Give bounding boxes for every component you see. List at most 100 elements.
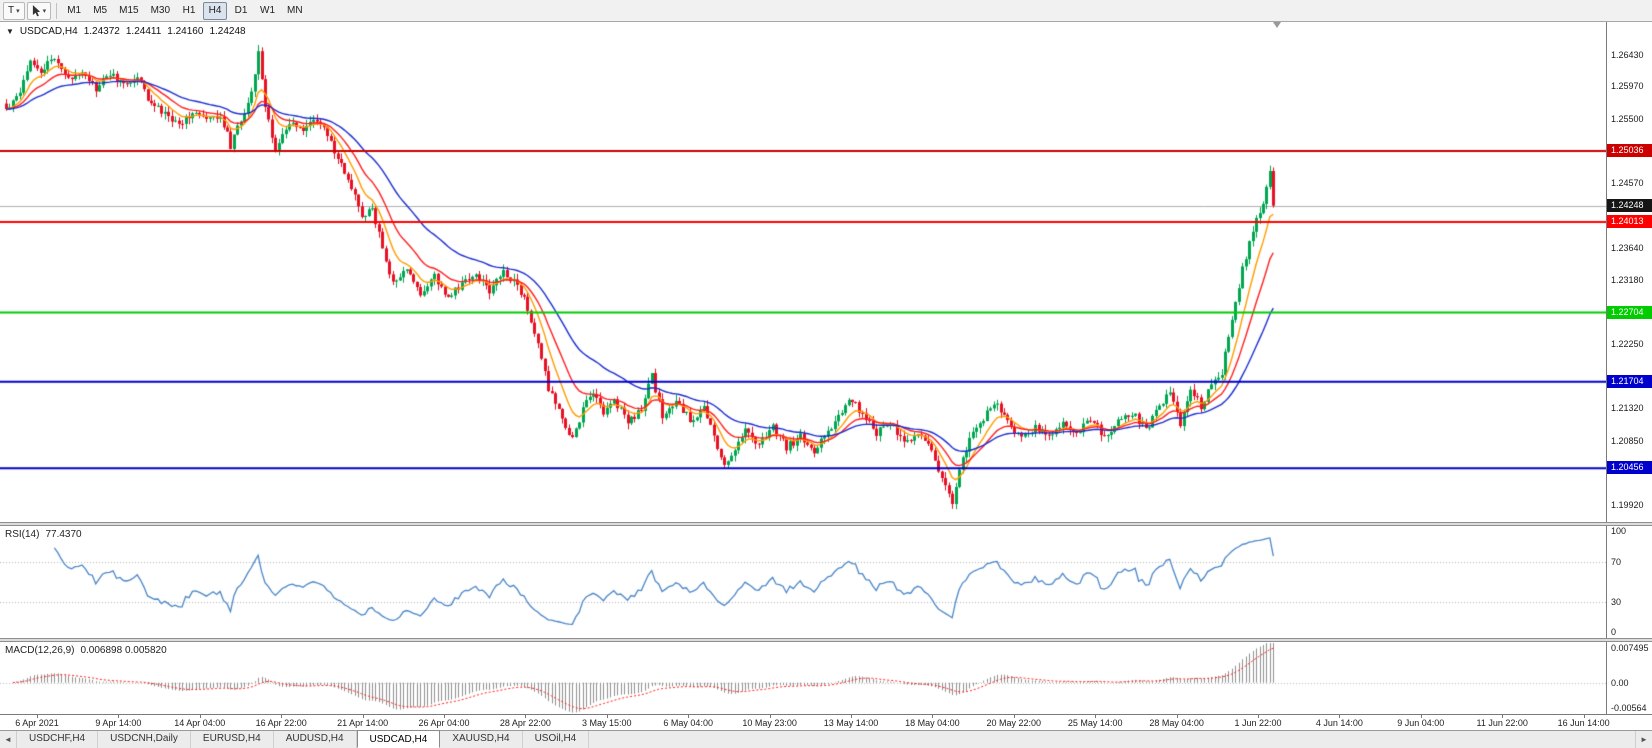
time-label: 16 Jun 14:00 [1557, 718, 1610, 728]
time-label: 20 May 22:00 [986, 718, 1042, 728]
macd-axis: 0.007495 0.00 -0.00564 [1606, 642, 1652, 714]
time-tick-mark [1176, 715, 1178, 718]
candlestick-chart-canvas[interactable] [0, 22, 1606, 522]
time-label: 16 Apr 22:00 [255, 718, 307, 728]
time-tick-mark [769, 715, 771, 718]
price-tick: 1.24570 [1611, 178, 1644, 189]
rsi-value: 77.4370 [45, 529, 82, 540]
one-click-trading-toggle[interactable]: ▼ [6, 27, 14, 36]
price-tick: 1.22250 [1611, 339, 1644, 350]
time-tick-mark [688, 715, 690, 718]
time-label: 11 Jun 22:00 [1476, 718, 1528, 728]
price-tick: 1.25500 [1611, 113, 1644, 124]
time-tick-mark [281, 715, 283, 718]
high-value: 1.24411 [125, 26, 162, 37]
cursor-tool-button[interactable]: ▾ [26, 1, 52, 20]
close-value: 1.24248 [209, 26, 246, 37]
tabs-scroll-right-button[interactable]: ► [1635, 731, 1652, 748]
time-tick-mark [525, 715, 527, 718]
time-tick-mark [1502, 715, 1504, 718]
time-tick-mark [1095, 715, 1097, 718]
price-tick: 1.23640 [1611, 242, 1644, 253]
toolbar-separator [56, 2, 58, 19]
macd-panel[interactable]: MACD(12,26,9) 0.006898 0.005820 0.007495… [0, 642, 1652, 714]
macd-canvas [0, 642, 1606, 714]
time-label: 6 Apr 2021 [15, 718, 59, 728]
timeframe-button-w1[interactable]: W1 [260, 5, 276, 16]
chart-tab-usoil-h4[interactable]: USOil,H4 [523, 731, 590, 748]
rsi-title: RSI(14) [5, 529, 40, 540]
price-tick: 1.25970 [1611, 81, 1644, 92]
time-label: 26 Apr 04:00 [418, 718, 470, 728]
time-label: 25 May 14:00 [1067, 718, 1123, 728]
price-tick: 1.19920 [1611, 500, 1644, 511]
chevron-down-icon: ▾ [42, 7, 47, 15]
time-label: 21 Apr 14:00 [337, 718, 389, 728]
chart-window: ▼ USDCAD,H4 1.24372 1.24411 1.24160 1.24… [0, 22, 1652, 730]
chart-tab-usdcad-h4[interactable]: USDCAD,H4 [356, 730, 441, 748]
time-axis[interactable]: 6 Apr 2021 9 Apr 14:00 14 Apr 04:00 16 Apr … [0, 714, 1652, 730]
timeframe-button-m30[interactable]: M30 [150, 5, 171, 16]
macd-tick: -0.00564 [1611, 703, 1647, 713]
timeframe-button-h4[interactable]: H4 [203, 1, 228, 20]
text-tool-icon: T [8, 5, 15, 16]
time-label: 18 May 04:00 [905, 718, 960, 728]
time-tick-mark [851, 715, 852, 718]
timeframe-button-h1[interactable]: H1 [182, 5, 196, 16]
time-label: 9 Apr 14:00 [95, 718, 142, 728]
time-tick-mark [1013, 715, 1015, 718]
price-level-badge: 1.20456 [1607, 461, 1652, 475]
timeframe-button-mn[interactable]: MN [287, 5, 303, 16]
price-tick: 1.20850 [1611, 435, 1644, 446]
time-label: 3 May 15:00 [582, 718, 632, 728]
time-tick-mark [1583, 715, 1585, 718]
price-axis[interactable]: 1.26430 1.25970 1.25500 1.24570 1.23640 1.231… [1606, 22, 1652, 522]
timeframe-button-d1[interactable]: D1 [234, 5, 248, 16]
time-tick-mark [932, 715, 934, 718]
price-level-badge: 1.25036 [1607, 144, 1652, 158]
price-tick: 1.21320 [1611, 403, 1644, 414]
chart-tab-usdchf-h4[interactable]: USDCHF,H4 [17, 731, 99, 748]
rsi-tick: 30 [1611, 597, 1622, 608]
time-label: 9 Jun 04:00 [1397, 718, 1445, 728]
macd-title: MACD(12,26,9) [5, 645, 75, 656]
time-tick-mark [118, 715, 120, 718]
price-level-badge: 1.21704 [1607, 374, 1652, 388]
time-tick-mark [37, 715, 38, 718]
bid-price-badge: 1.24248 [1607, 198, 1652, 212]
panel-separator[interactable] [0, 522, 1652, 526]
time-label: 10 May 23:00 [742, 718, 797, 728]
tabs-scroll-left-button[interactable]: ◄ [0, 731, 17, 748]
text-tool-button[interactable]: T ▾ [3, 1, 25, 20]
macd-label: MACD(12,26,9) 0.006898 0.005820 [5, 645, 167, 656]
low-value: 1.24160 [167, 26, 204, 37]
price-level-badge: 1.22704 [1607, 305, 1652, 319]
rsi-label: RSI(14) 77.4370 [5, 529, 82, 540]
time-label: 28 May 04:00 [1149, 718, 1204, 728]
macd-tick: 0.00 [1611, 677, 1629, 688]
time-tick-mark [606, 715, 608, 718]
timeframe-button-m1[interactable]: M1 [67, 5, 82, 16]
chart-tab-audusd-h4[interactable]: AUDUSD,H4 [274, 731, 357, 748]
rsi-axis: 100 70 30 0 [1606, 526, 1652, 638]
ohlc-info-line: ▼ USDCAD,H4 1.24372 1.24411 1.24160 1.24… [6, 26, 246, 37]
chart-shift-marker[interactable] [1272, 22, 1281, 28]
time-label: 6 May 04:00 [663, 718, 713, 728]
chart-tab-eurusd-h4[interactable]: EURUSD,H4 [191, 731, 274, 748]
price-chart-panel[interactable]: ▼ USDCAD,H4 1.24372 1.24411 1.24160 1.24… [0, 22, 1652, 522]
chart-tab-xauusd-h4[interactable]: XAUUSD,H4 [440, 731, 523, 748]
panel-separator[interactable] [0, 638, 1652, 642]
chart-tab-usdcnh-daily[interactable]: USDCNH,Daily [98, 731, 191, 748]
time-tick-mark [199, 715, 201, 718]
time-label: 14 Apr 04:00 [174, 718, 226, 728]
time-tick-mark [1339, 715, 1341, 718]
timeframe-button-m5[interactable]: M5 [93, 5, 108, 16]
timeframe-button-m15[interactable]: M15 [119, 5, 139, 16]
cursor-icon [32, 4, 41, 17]
chart-tabs: USDCHF,H4 USDCNH,Daily EURUSD,H4 AUDUSD,H4 U… [17, 730, 590, 748]
price-level-badge: 1.24013 [1607, 214, 1652, 228]
rsi-panel[interactable]: RSI(14) 77.4370 100 70 30 0 [0, 526, 1652, 638]
time-tick-mark [444, 715, 445, 718]
time-label: 1 Jun 22:00 [1234, 718, 1282, 728]
